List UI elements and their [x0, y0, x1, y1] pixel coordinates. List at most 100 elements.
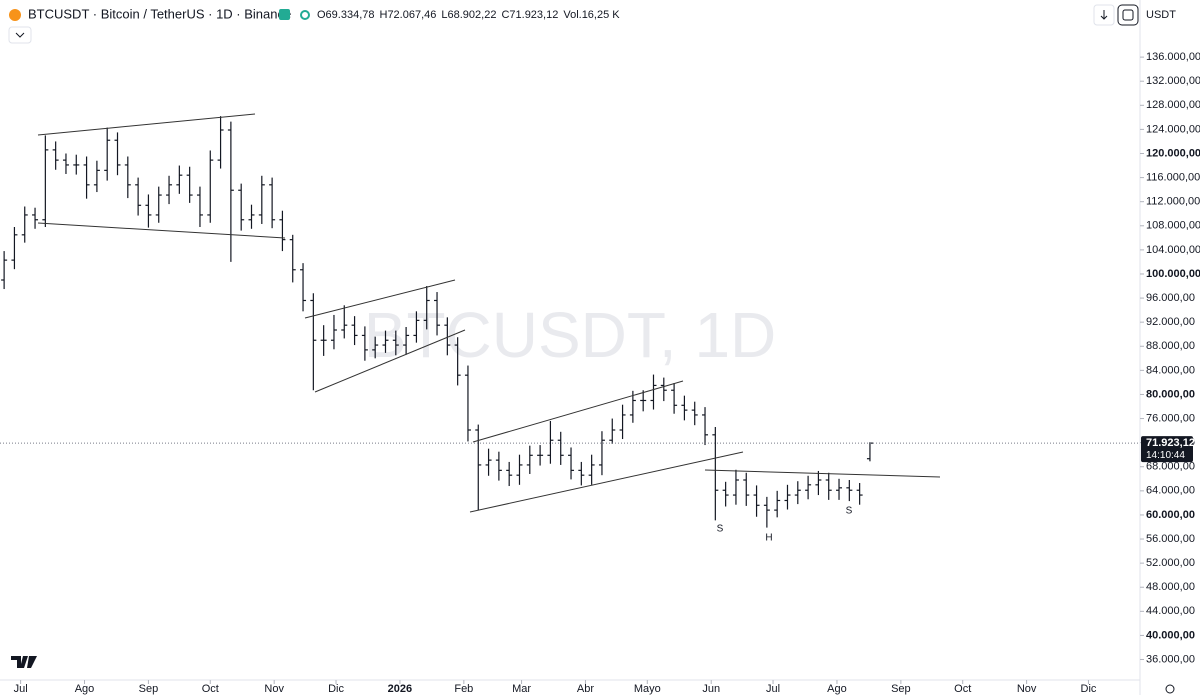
- ohlc-bar: [361, 326, 368, 361]
- y-tick-label: 88.000,00: [1146, 340, 1195, 352]
- y-tick-label: 112.000,00: [1146, 196, 1200, 208]
- settings-icon[interactable]: [1165, 684, 1175, 694]
- ohlc-bar: [619, 404, 626, 440]
- trend-line: [304, 279, 456, 319]
- ohlc-bar: [671, 383, 678, 414]
- arrow-icon: [1100, 10, 1108, 20]
- ohlc-bar: [629, 390, 636, 423]
- x-tick-label: Ago: [827, 683, 847, 695]
- x-tick-label: Dic: [1081, 683, 1097, 695]
- ohlc-bar: [434, 292, 441, 336]
- ohlc-bar: [52, 141, 59, 170]
- fullscreen-button[interactable]: [1117, 4, 1139, 26]
- x-tick-label: Abr: [577, 683, 594, 695]
- annotation: H: [765, 533, 772, 544]
- ohlc-bar: [320, 325, 327, 356]
- y-tick-label: 44.000,00: [1146, 605, 1195, 617]
- x-tick-label: Feb: [454, 683, 473, 695]
- y-tick-label: 64.000,00: [1146, 485, 1195, 497]
- symbol-flag[interactable]: [279, 9, 290, 20]
- ohlc-bar: [825, 472, 832, 500]
- y-tick-label: 84.000,00: [1146, 364, 1195, 376]
- y-tick-label: 92.000,00: [1146, 316, 1195, 328]
- ohlc-bar: [485, 448, 492, 476]
- ohlc-bar: [650, 374, 657, 410]
- ohlc-bar: [145, 194, 152, 228]
- y-tick-label: 128.000,00: [1146, 99, 1200, 111]
- ohlc-bar: [712, 426, 719, 521]
- ohlc-bar: [444, 317, 451, 356]
- ohlc-bar: [568, 447, 575, 480]
- ohlc-bar: [547, 420, 554, 464]
- collapse-button[interactable]: [8, 26, 32, 44]
- currency-selector[interactable]: USDT: [1146, 9, 1176, 21]
- ohlc-value: Vol.16,25 K: [563, 9, 620, 21]
- ohlc-bar: [691, 401, 698, 426]
- ohlc-bar: [93, 160, 100, 193]
- ohlc-bar: [166, 175, 173, 205]
- tv-logo[interactable]: [11, 656, 37, 668]
- y-tick-label: 132.000,00: [1146, 75, 1200, 87]
- y-tick-label: 76.000,00: [1146, 412, 1195, 424]
- watermark: BTCUSDT, 1D: [364, 299, 777, 371]
- x-tick-label: Jul: [766, 683, 780, 695]
- x-tick-label: Sep: [891, 683, 911, 695]
- y-tick-label: 120.000,00: [1146, 147, 1200, 159]
- trend-line: [37, 222, 286, 239]
- y-tick-label: 52.000,00: [1146, 557, 1195, 569]
- ohlc-bar: [753, 485, 760, 517]
- ohlc-bar: [557, 431, 564, 465]
- market-status: [300, 10, 310, 20]
- ohlc-bar: [289, 234, 296, 283]
- ohlc-bar: [732, 469, 739, 505]
- ohlc-bar: [83, 156, 90, 199]
- ohlc-bar: [104, 127, 111, 181]
- ohlc-bar: [351, 316, 358, 346]
- ohlc-bar: [794, 481, 801, 505]
- ohlc-bar: [516, 454, 523, 485]
- ohlc-bar: [196, 186, 203, 227]
- ohlc-bar: [42, 135, 49, 227]
- x-tick-label: Nov: [1017, 683, 1037, 695]
- x-tick-label: Dic: [328, 683, 344, 695]
- ohlc-bar: [495, 451, 502, 481]
- ohlc-bar: [248, 204, 255, 229]
- y-tick-label: 36.000,00: [1146, 653, 1195, 665]
- ohlc-bar: [403, 326, 410, 355]
- ohlc-bar: [763, 496, 770, 528]
- y-tick-label: 96.000,00: [1146, 292, 1195, 304]
- ohlc-bar: [135, 177, 142, 216]
- drawings: [37, 113, 941, 513]
- x-tick-label: 2026: [388, 683, 412, 695]
- x-tick-label: Mar: [512, 683, 531, 695]
- ohlc-bar: [454, 337, 461, 386]
- ohlc-bar: [702, 407, 709, 446]
- ohlc-bar: [372, 336, 379, 359]
- ohlc-bar: [227, 121, 234, 262]
- ohlc-value: H72.067,46: [380, 9, 437, 21]
- y-tick-label: 40.000,00: [1146, 629, 1195, 641]
- x-tick-label: Oct: [202, 683, 219, 695]
- ohlc-bar: [413, 311, 420, 343]
- x-tick-label: Sep: [139, 683, 159, 695]
- ohlc-bar: [537, 445, 544, 466]
- ohlc-bar: [62, 153, 69, 174]
- ohlc-bar: [722, 481, 729, 507]
- ohlc-bar: [330, 314, 337, 350]
- trend-line: [37, 113, 256, 136]
- ohlc-bar: [660, 377, 667, 402]
- ohlc-value: O69.334,78: [317, 9, 375, 21]
- ohlc-bar: [392, 330, 399, 356]
- annotation: S: [846, 506, 853, 517]
- ohlc-bar: [21, 206, 28, 243]
- y-tick-label: 60.000,00: [1146, 509, 1195, 521]
- y-tick-label: 108.000,00: [1146, 220, 1200, 232]
- ohlc-bar: [774, 490, 781, 518]
- ohlc-bar: [124, 156, 131, 199]
- ohlc-bar: [856, 483, 863, 505]
- plot: [1, 116, 873, 528]
- y-tick-label: 104.000,00: [1146, 244, 1200, 256]
- ohlc-bar: [155, 186, 162, 223]
- y-tick-label: 136.000,00: [1146, 51, 1200, 63]
- ohlc-bar: [1, 251, 8, 290]
